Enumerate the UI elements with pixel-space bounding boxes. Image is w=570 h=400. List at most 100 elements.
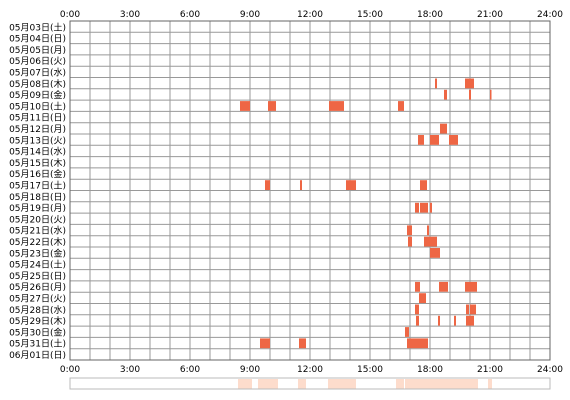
event-bar [466,304,469,315]
event-bar [469,89,471,100]
y-axis-day-labels: 05月03日(土)05月04日(日)05月05日(月)05月06日(火)05月0… [9,21,66,361]
day-label: 05月08日(木) [9,78,66,90]
day-label: 05月07日(水) [9,67,66,79]
grid [69,20,551,361]
x-tick-label-bottom: 0:00 [60,365,80,375]
event-bar [415,202,419,213]
x-tick-label-top: 6:00 [180,10,200,20]
x-tick-label-bottom: 3:00 [120,365,140,375]
day-label: 05月19日(月) [9,203,66,214]
event-bar [408,236,412,247]
event-bar [407,338,414,349]
day-label: 05月03日(土) [9,21,66,33]
day-label: 05月26日(月) [9,282,66,293]
day-label: 05月24日(土) [9,259,66,271]
day-label: 05月18日(日) [9,192,66,203]
event-bar [329,101,344,111]
day-label: 05月17日(土) [9,180,66,192]
event-bar [466,315,474,326]
day-label: 05月22日(木) [9,236,66,248]
x-tick-label-top: 12:00 [297,10,323,20]
event-bar [427,225,429,236]
summary-band [328,379,356,389]
day-label: 06月01日(日) [9,350,66,361]
event-bar [418,135,424,145]
summary-band [488,379,492,389]
event-bar [440,123,447,134]
event-bar [420,202,428,213]
event-bar [416,315,419,326]
x-tick-label-bottom: 15:00 [357,365,383,375]
summary-band [298,379,306,389]
day-label: 05月28日(水) [9,304,66,316]
event-bar [405,327,409,337]
event-bar [430,135,439,145]
event-bar [346,180,356,190]
event-bar [265,180,270,190]
x-tick-label-top: 24:00 [537,10,563,20]
x-tick-label-top: 15:00 [357,10,383,20]
event-bar [398,101,404,111]
x-tick-label-bottom: 12:00 [297,365,323,375]
x-tick-label-bottom: 18:00 [417,365,443,375]
day-label: 05月31日(土) [9,338,66,350]
day-label: 05月21日(水) [9,225,66,237]
plot-frame [69,20,551,361]
x-tick-label-bottom: 6:00 [180,365,200,375]
event-bar [490,89,492,100]
x-tick-label-bottom: 9:00 [240,365,260,375]
event-bar [419,293,426,303]
event-bar [465,78,474,89]
day-label: 05月16日(金) [9,168,66,180]
day-label: 05月27日(火) [9,294,66,305]
event-bar [454,315,456,326]
day-label: 05月05日(月) [9,45,66,56]
day-label: 05月15日(木) [9,157,66,169]
day-label: 05月20日(火) [9,214,66,225]
day-label: 05月12日(月) [9,124,66,135]
day-label: 05月09日(金) [9,89,66,101]
summary-band [258,379,278,389]
event-bar [430,202,432,213]
event-bar [424,236,437,247]
event-bar [268,101,276,111]
summary-strip [69,377,551,390]
x-axis-bottom: 0:00 3:00 6:00 9:00 12:00 15:00 18:00 21:00 24:0… [60,365,563,375]
day-label: 05月14日(水) [9,146,66,158]
day-label: 05月25日(日) [9,271,66,282]
day-label: 05月06日(火) [9,56,66,67]
day-label: 05月10日(土) [9,100,66,112]
x-tick-label-top: 0:00 [60,10,80,20]
event-bar [439,281,448,292]
day-label: 05月30日(金) [9,326,66,338]
event-bar [300,180,302,190]
event-bar [449,135,458,145]
day-label: 05月04日(日) [9,34,66,45]
event-bar [435,78,437,89]
event-bar [444,89,447,100]
x-tick-label-top: 3:00 [120,10,140,20]
day-label: 05月29日(木) [9,315,66,327]
x-tick-label-top: 21:00 [477,10,503,20]
event-bar [407,225,412,236]
event-bar [438,315,440,326]
event-bar [430,248,440,258]
event-bar [299,338,306,349]
event-bar [414,338,428,349]
summary-band [405,379,478,389]
event-bar [260,338,270,349]
day-label: 05月23日(金) [9,247,66,259]
x-tick-label-bottom: 21:00 [477,365,503,375]
event-bar [465,281,477,292]
event-bars [240,78,492,349]
summary-frame [69,377,551,390]
event-bar [415,281,420,292]
day-label: 05月11日(日) [9,113,66,124]
summary-band [238,379,252,389]
day-label: 05月13日(火) [9,135,66,146]
x-axis-top: 0:00 3:00 6:00 9:00 12:00 15:00 18:00 21:00 24:0… [60,10,563,20]
summary-band [396,379,404,389]
event-bar [415,304,419,315]
